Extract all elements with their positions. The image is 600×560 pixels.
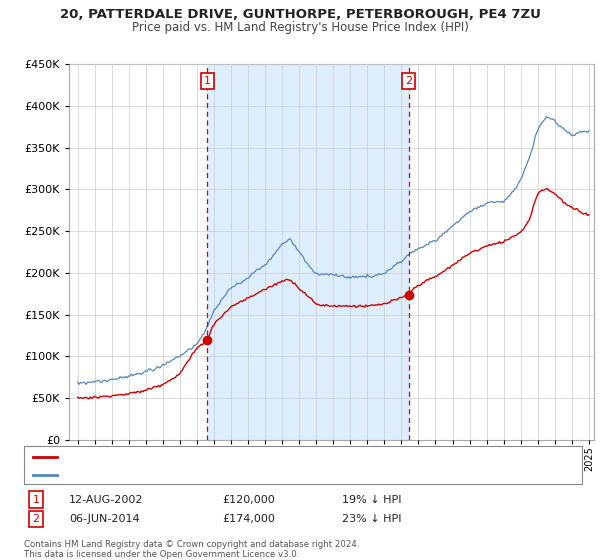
Text: 1: 1 [204,76,211,86]
Text: 2: 2 [405,76,412,86]
Text: 19% ↓ HPI: 19% ↓ HPI [342,494,401,505]
Text: 1: 1 [32,494,40,505]
Text: 06-JUN-2014: 06-JUN-2014 [69,514,140,524]
Text: Price paid vs. HM Land Registry's House Price Index (HPI): Price paid vs. HM Land Registry's House … [131,21,469,34]
Text: 20, PATTERDALE DRIVE, GUNTHORPE, PETERBOROUGH, PE4 7ZU (detached house): 20, PATTERDALE DRIVE, GUNTHORPE, PETERBO… [60,452,473,462]
Text: £174,000: £174,000 [222,514,275,524]
Bar [208,64,409,440]
Text: 20, PATTERDALE DRIVE, GUNTHORPE, PETERBOROUGH, PE4 7ZU: 20, PATTERDALE DRIVE, GUNTHORPE, PETERBO… [59,8,541,21]
Text: £120,000: £120,000 [222,494,275,505]
Text: 23% ↓ HPI: 23% ↓ HPI [342,514,401,524]
Text: 2: 2 [32,514,40,524]
Text: 12-AUG-2002: 12-AUG-2002 [69,494,143,505]
Text: Contains HM Land Registry data © Crown copyright and database right 2024.
This d: Contains HM Land Registry data © Crown c… [24,540,359,559]
Text: HPI: Average price, detached house, City of Peterborough: HPI: Average price, detached house, City… [60,470,347,480]
